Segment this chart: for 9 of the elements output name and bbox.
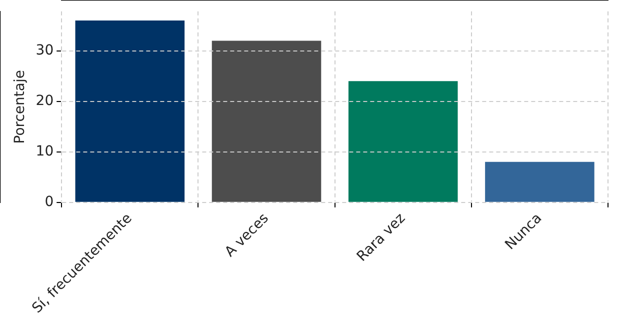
bar bbox=[212, 40, 322, 202]
bar bbox=[75, 20, 185, 202]
bar bbox=[485, 162, 594, 202]
bar bbox=[348, 81, 458, 202]
y-tick-label: 0 bbox=[44, 194, 54, 210]
y-tick-label: 30 bbox=[36, 42, 54, 58]
y-tick-label: 10 bbox=[36, 143, 54, 160]
y-tick-label: 20 bbox=[36, 92, 54, 109]
y-axis-title: Porcentaje bbox=[12, 70, 28, 144]
